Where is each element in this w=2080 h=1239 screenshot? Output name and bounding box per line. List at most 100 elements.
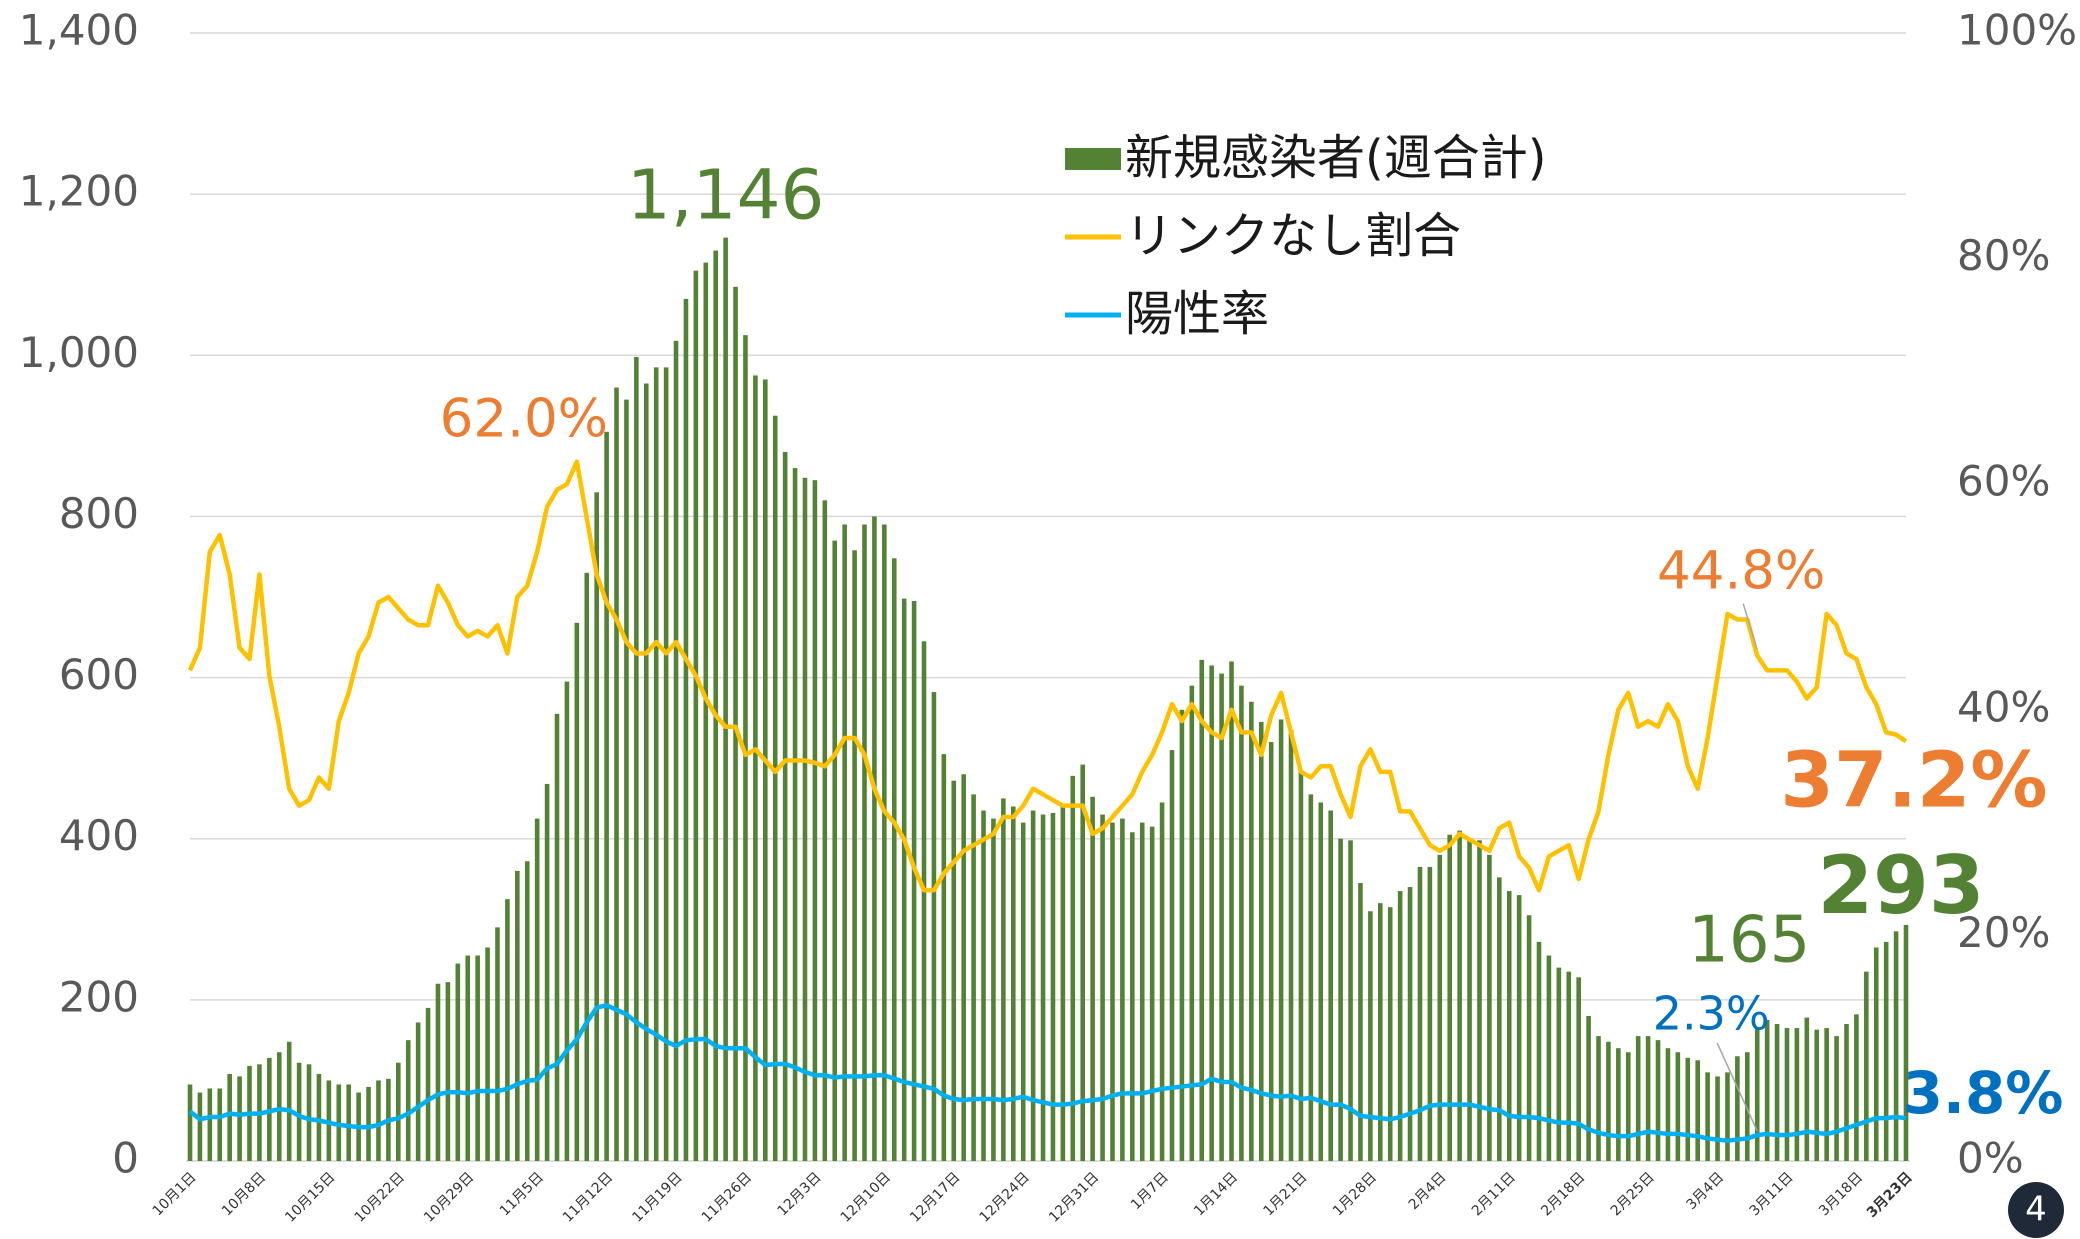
bar — [1159, 802, 1165, 1161]
bar — [1387, 907, 1393, 1161]
bar — [1883, 941, 1889, 1161]
bar — [1358, 883, 1363, 1161]
bar — [1417, 866, 1423, 1161]
bar — [554, 713, 560, 1161]
bar — [1487, 854, 1492, 1161]
x-tick-label: 10月8日 — [219, 1169, 269, 1219]
y-tick-label: 1,000 — [19, 328, 139, 377]
bar — [1139, 822, 1145, 1161]
bar — [1794, 1028, 1800, 1161]
bar — [1566, 971, 1572, 1161]
bar — [1774, 1024, 1780, 1161]
leader-line — [1742, 603, 1758, 650]
bar — [1586, 1015, 1591, 1161]
x-tick-label: 12月31日 — [1046, 1169, 1102, 1225]
bar — [862, 524, 867, 1161]
x-tick-label: 1月21日 — [1261, 1169, 1311, 1219]
bar — [1506, 891, 1512, 1161]
bar — [1427, 866, 1433, 1161]
x-tick-label: 2月11日 — [1469, 1169, 1519, 1219]
bar — [187, 1084, 193, 1161]
bar — [1844, 1024, 1849, 1161]
data-label: 37.2% — [1780, 736, 2047, 825]
bar — [1834, 1036, 1839, 1161]
x-tick-label: 10月15日 — [282, 1169, 338, 1225]
bar — [991, 818, 996, 1161]
bar — [1149, 826, 1155, 1161]
y-tick-label: 1,200 — [19, 167, 139, 216]
legend-label: 新規感染者(週合計) — [1125, 130, 1546, 186]
legend-label: 陽性率 — [1125, 286, 1269, 342]
bar — [733, 286, 738, 1161]
page-number: 4 — [2025, 1190, 2047, 1230]
bar — [1804, 1017, 1810, 1161]
bar — [1179, 709, 1185, 1161]
x-tick-label: 1月14日 — [1191, 1169, 1241, 1219]
bar — [584, 572, 590, 1161]
bar — [1308, 794, 1314, 1161]
data-label: 3.8% — [1903, 1059, 2064, 1127]
x-tick-label: 3月18日 — [1816, 1169, 1866, 1219]
bar — [296, 1062, 302, 1161]
bar — [475, 955, 480, 1161]
bar — [1288, 729, 1294, 1161]
bar — [515, 870, 520, 1161]
bar — [832, 540, 838, 1161]
x-tick-label: 3月23日 — [1864, 1169, 1916, 1221]
bar — [1675, 1052, 1681, 1161]
bar — [1635, 1036, 1641, 1161]
bar — [1695, 1060, 1700, 1161]
bar — [911, 601, 917, 1161]
bar — [1268, 742, 1274, 1161]
x-tick-label: 12月3日 — [775, 1169, 825, 1219]
page-badge — [2008, 1182, 2064, 1238]
bar — [564, 681, 570, 1161]
bar — [882, 524, 887, 1161]
bar — [1020, 822, 1026, 1161]
bar — [663, 367, 669, 1161]
bar — [1893, 931, 1899, 1161]
bar — [1665, 1048, 1671, 1161]
bar — [197, 1092, 203, 1161]
bar — [1824, 1028, 1829, 1161]
bar — [743, 335, 748, 1162]
bar — [1457, 830, 1462, 1161]
bar — [822, 500, 828, 1161]
bar — [445, 982, 451, 1161]
bar — [1447, 834, 1453, 1161]
bar — [346, 1084, 352, 1161]
bar — [1030, 810, 1036, 1161]
x-tick-label: 10月22日 — [352, 1169, 408, 1225]
bar — [643, 383, 649, 1161]
bar — [1060, 806, 1066, 1161]
bar — [1209, 665, 1214, 1161]
data-label: 44.8% — [1657, 540, 1825, 601]
bar — [1368, 911, 1373, 1161]
leader-line — [1716, 1042, 1758, 1132]
bar — [891, 558, 897, 1161]
bar — [1040, 814, 1046, 1161]
bar — [1318, 802, 1324, 1161]
bar — [653, 367, 659, 1161]
bar — [1873, 947, 1879, 1161]
bar — [901, 598, 907, 1161]
bar — [1348, 840, 1353, 1161]
bar — [604, 431, 609, 1161]
bar — [634, 356, 639, 1161]
x-tick-label: 2月25日 — [1608, 1169, 1658, 1219]
bar — [753, 375, 758, 1161]
bar — [1189, 685, 1195, 1161]
x-tick-label: 11月12日 — [560, 1169, 616, 1225]
bar — [1377, 903, 1383, 1161]
bar — [1397, 891, 1403, 1161]
bar — [723, 237, 728, 1161]
y2-tick-label: 0% — [1957, 1134, 2024, 1183]
bar — [1536, 941, 1542, 1161]
bar — [485, 947, 490, 1161]
bar — [1467, 838, 1472, 1161]
y-tick-label: 800 — [59, 489, 139, 538]
data-label: 62.0% — [440, 388, 608, 449]
bar — [524, 861, 530, 1161]
bar — [1655, 1040, 1661, 1161]
